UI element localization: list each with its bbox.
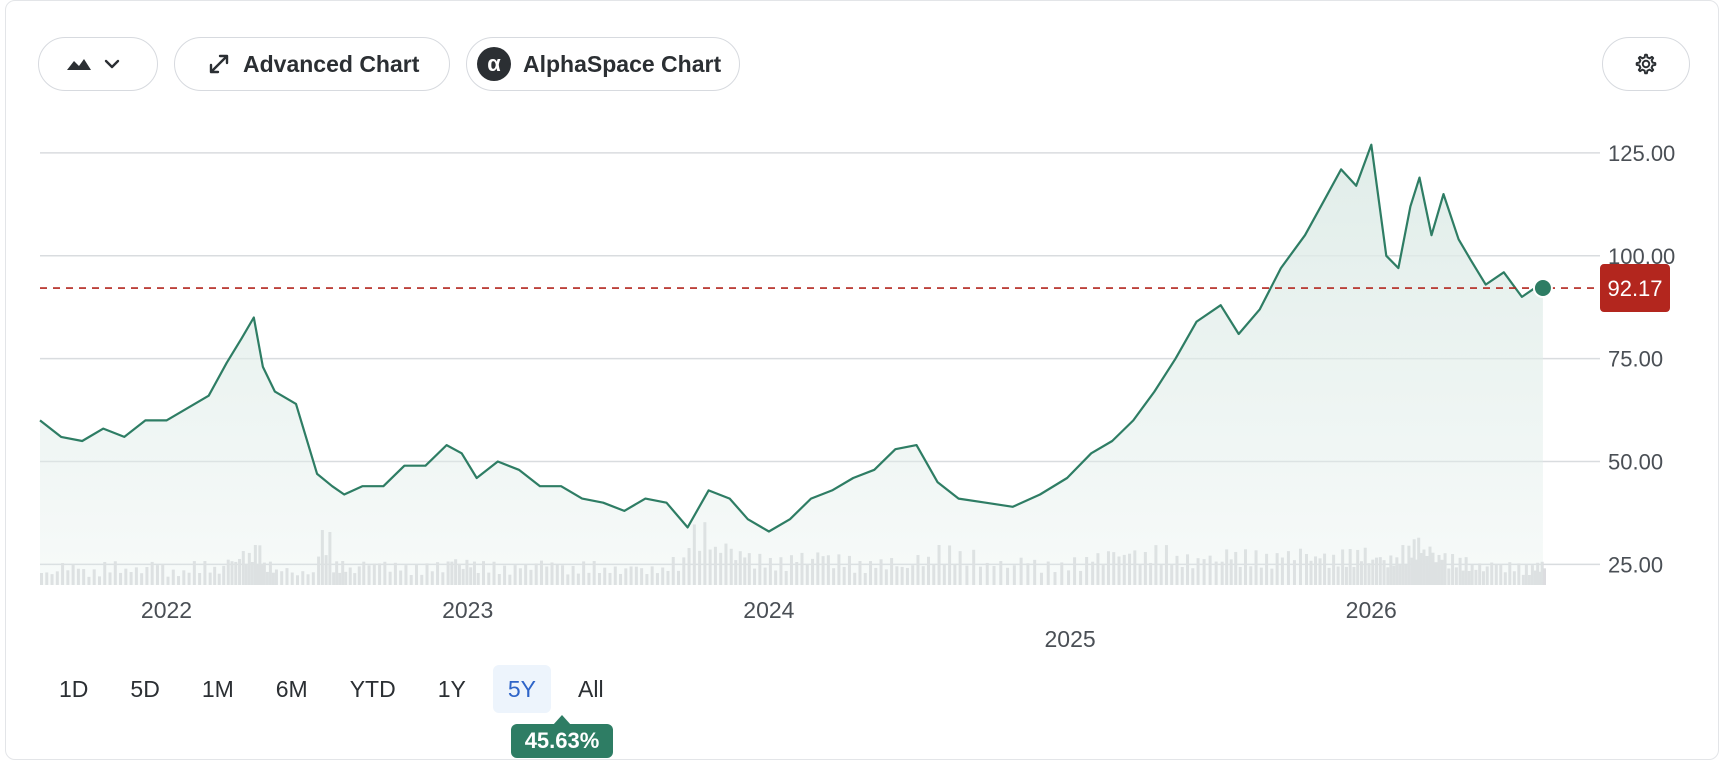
range-6m[interactable]: 6M [275, 676, 308, 702]
alphaspace-chart-button[interactable]: α AlphaSpace Chart [466, 37, 740, 91]
range-1d[interactable]: 1D [59, 676, 89, 702]
advanced-chart-button[interactable]: Advanced Chart [174, 37, 450, 91]
price-area [40, 144, 1543, 585]
y-tick-label: 50.00 [1608, 450, 1663, 475]
range-ytd[interactable]: YTD [349, 676, 396, 702]
current-price-dot [1532, 278, 1553, 299]
y-tick-label: 75.00 [1608, 347, 1663, 372]
x-tick-label: 2025 [1044, 626, 1095, 652]
area-chart-icon [66, 56, 92, 72]
x-tick-label: 2024 [743, 597, 794, 623]
y-tick-label: 25.00 [1608, 552, 1663, 577]
x-tick-label: 2022 [141, 597, 192, 623]
settings-button[interactable] [1602, 37, 1690, 91]
advanced-chart-label: Advanced Chart [243, 50, 420, 77]
price-line [39, 143, 1543, 533]
current-price-label: 92.17 [1607, 276, 1662, 301]
range-1y[interactable]: 1Y [437, 676, 466, 702]
alphaspace-chart-label: AlphaSpace Chart [523, 50, 722, 77]
expand-arrows-icon [207, 52, 231, 76]
range-all[interactable]: All [578, 676, 604, 702]
y-tick-label: 125.00 [1608, 141, 1675, 166]
performance-badge: 45.63% [511, 715, 613, 758]
current-price-tag [1600, 264, 1670, 313]
chevron-down-icon [104, 59, 120, 69]
range-selector: 1D 5D 1M 6M YTD 1Y 5Y All [44, 665, 631, 713]
range-5y[interactable]: 5Y [492, 665, 551, 713]
range-5d[interactable]: 5D [130, 676, 160, 702]
x-tick-label: 2023 [442, 597, 493, 623]
alpha-logo-icon: α [477, 47, 511, 81]
gear-icon [1633, 51, 1659, 77]
x-tick-label: 2026 [1346, 597, 1397, 623]
chart-type-dropdown[interactable] [38, 37, 158, 91]
range-1m[interactable]: 1M [201, 676, 234, 702]
volume-bar [1542, 568, 1546, 585]
